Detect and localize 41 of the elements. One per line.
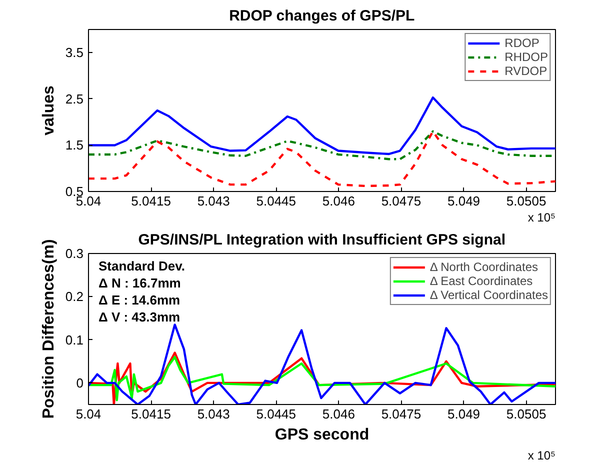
text: x 10⁵ [528,210,556,224]
text: x 10⁵ [528,448,556,462]
annotation: Δ N : 16.7mm [98,276,181,290]
legend-label: Δ North Coordinates [430,260,538,274]
x-tick-label: 5.0505 [506,194,546,208]
legend-label: Δ Vertical Coordinates [430,288,548,302]
x-tick-label: 5.049 [448,406,480,422]
x-axis-title: GPS second [274,426,370,444]
y-tick-label: 0.1 [65,332,84,348]
x-tick-label: 5.046 [322,406,355,422]
x-tick-label: 5.0475 [381,406,422,422]
x-tick-label: 5.0505 [506,406,546,422]
annotation: Δ E : 14.6mm [98,292,180,308]
y-tick-label: 0.2 [65,289,84,304]
x-tick-label: 5.04 [76,406,102,422]
y-tick-label: 3.5 [65,45,84,60]
x-tick-label: 5.043 [197,406,230,422]
y-tick-label: 0.3 [65,246,84,261]
x-tick-label: 5.043 [197,194,230,208]
x-tick-label: 5.049 [448,194,480,208]
annotation: Standard Dev. [98,258,185,274]
y-axis-title: values [40,85,58,136]
x-tick-label: 5.0415 [131,194,171,208]
line-series [88,130,556,188]
line-series [88,96,556,156]
y-tick-label: 2.5 [65,91,84,106]
legend-label: RDOP [504,36,540,50]
y-axis-title: Position Differences(m) [40,239,58,419]
x-tick-label: 5.0445 [256,194,296,208]
x-tick-label: 5.0445 [256,406,296,422]
legend-label: RVDOP [504,64,548,78]
x-tick-label: 5.046 [322,194,355,208]
chart-title: GPS/INS/PL Integration with Insufficient GPS signal [138,232,506,248]
legend-label: Δ East Coordinates [430,274,533,288]
x-tick-label: 5.0475 [381,194,422,208]
annotation: Δ V : 43.3mm [98,310,180,324]
y-tick-label: 1.5 [65,138,84,153]
legend-label: RHDOP [504,50,548,64]
y-tick-label: 0 [76,375,84,390]
x-tick-label: 5.0415 [131,406,171,422]
chart-title: RDOP changes of GPS/PL [229,8,415,24]
